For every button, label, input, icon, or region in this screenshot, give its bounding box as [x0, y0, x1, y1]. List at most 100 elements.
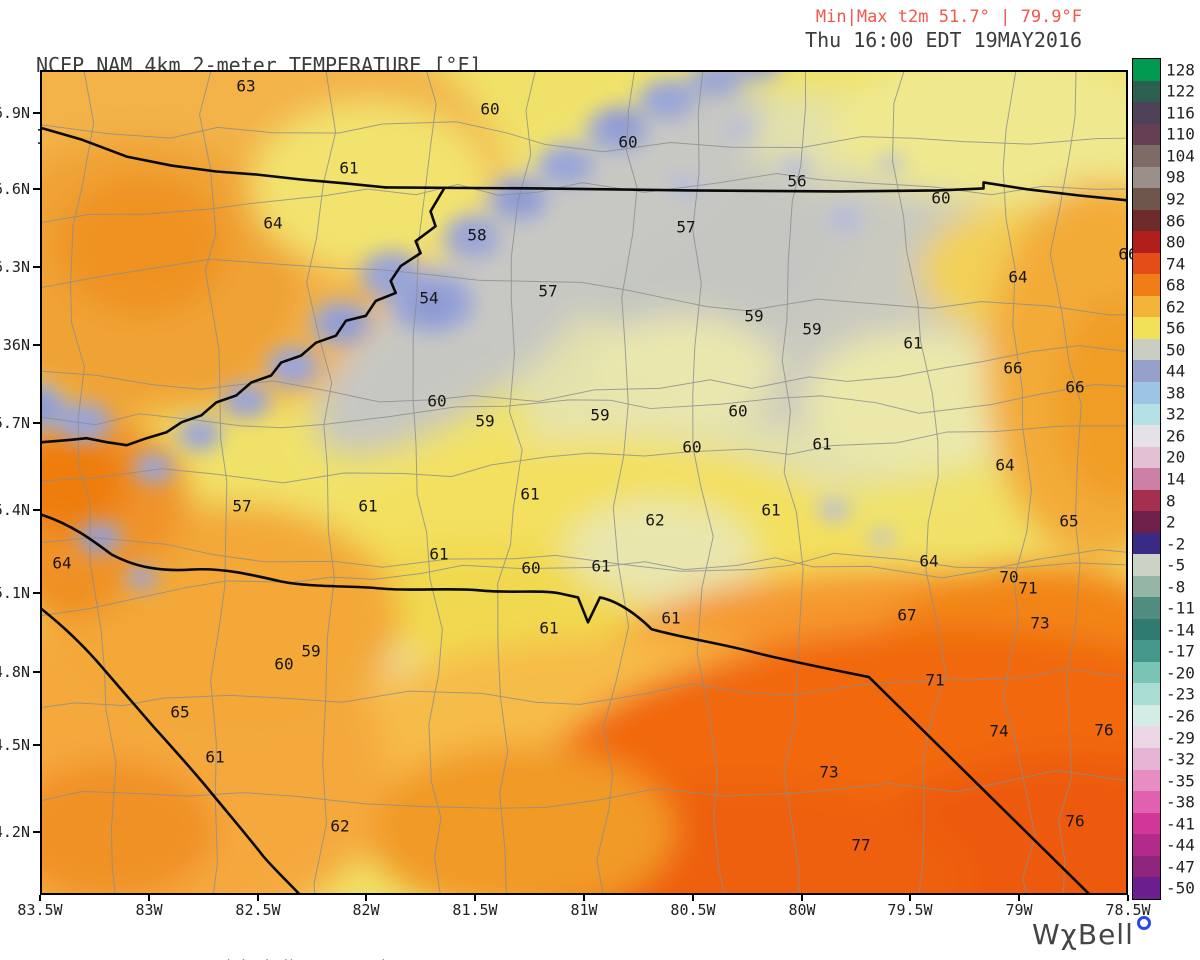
colorbar-cell — [1133, 252, 1160, 275]
station-temp: 61 — [661, 608, 681, 628]
longitude-tick — [148, 895, 150, 901]
longitude-label: 83.5W — [17, 901, 63, 919]
longitude-label: 83W — [135, 901, 163, 919]
degree-icon — [1136, 916, 1151, 930]
colorbar-cell — [1133, 80, 1160, 103]
station-temp: 66 — [1065, 377, 1085, 397]
wxbell-logo: WχBell — [1032, 916, 1151, 951]
county-line — [42, 537, 1126, 572]
county-line — [692, 72, 725, 893]
colorbar-value: 122 — [1166, 81, 1195, 101]
county-line — [42, 769, 1126, 809]
station-temp: 60 — [521, 558, 541, 578]
station-temp: 58 — [467, 225, 487, 245]
colorbar-cell — [1133, 209, 1160, 232]
station-temp: 71 — [1018, 578, 1038, 598]
longitude-tick — [1018, 895, 1020, 901]
colorbar-cell — [1133, 468, 1160, 490]
county-line — [42, 258, 1126, 316]
footer-caption: 2-meter temperature (shaded) -- Snapshot… — [36, 921, 764, 960]
station-temp: 61 — [539, 618, 559, 638]
longitude-label: 78.5W — [1105, 901, 1151, 919]
colorbar-value: -38 — [1166, 792, 1195, 812]
station-temp: 61 — [761, 500, 781, 520]
longitude-tick — [1127, 895, 1129, 901]
colorbar-cell — [1133, 489, 1160, 512]
colorbar-value: 56 — [1166, 318, 1186, 338]
colorbar-cell — [1133, 295, 1160, 318]
latitude-label: 36.6N — [0, 180, 30, 198]
county-line — [199, 72, 228, 893]
colorbar-cell — [1133, 597, 1160, 619]
station-temp: 61 — [205, 747, 225, 767]
station-temp: 63 — [236, 76, 256, 96]
colorbar-value: -17 — [1166, 641, 1195, 661]
colorbar-value: 62 — [1166, 297, 1186, 317]
colorbar-value: -32 — [1166, 749, 1195, 769]
colorbar-cell — [1133, 166, 1160, 189]
colorbar-value: 110 — [1166, 124, 1195, 144]
station-temp: 62 — [645, 510, 665, 530]
colorbar-cell — [1133, 618, 1160, 641]
colorbar-cells — [1132, 58, 1161, 900]
colorbar-cell — [1133, 145, 1160, 167]
longitude-label: 82.5W — [235, 901, 281, 919]
station-temp: 71 — [925, 670, 945, 690]
county-line — [42, 425, 1126, 484]
station-temp: 60 — [682, 437, 702, 457]
county-line — [412, 72, 443, 893]
longitude-tick — [257, 895, 259, 901]
minmax-readout: Min|Max t2m 51.7° | 79.9°F — [815, 7, 1082, 27]
colorbar-value: -29 — [1166, 728, 1195, 747]
colorbar-value: -41 — [1166, 814, 1195, 834]
colorbar-cell — [1133, 812, 1160, 835]
colorbar-cell — [1133, 360, 1160, 382]
colorbar-value: -23 — [1166, 684, 1195, 704]
colorbar-value: -2 — [1166, 534, 1186, 554]
longitude-tick — [801, 895, 803, 901]
colorbar-cell — [1133, 381, 1160, 404]
latitude-tick — [33, 831, 40, 833]
footer-line1: 2-meter temperature (shaded) -- Snapshot — [36, 957, 764, 960]
county-line — [1002, 72, 1036, 893]
county-line — [42, 548, 1126, 616]
county-line — [306, 72, 337, 893]
colorbar-cell — [1133, 791, 1160, 813]
station-temp: 61 — [520, 484, 540, 504]
colorbar-value: -11 — [1166, 598, 1195, 618]
colorbar-cell — [1133, 338, 1160, 361]
colorbar-cell — [1133, 511, 1160, 533]
colorbar-cell — [1133, 877, 1160, 899]
colorbar-value: -20 — [1166, 663, 1195, 683]
colorbar-value: -50 — [1166, 878, 1195, 898]
longitude-tick — [909, 895, 911, 901]
wxbell-logo-text: WχBell — [1032, 918, 1134, 951]
colorbar-cell — [1133, 102, 1160, 124]
colorbar-value: -5 — [1166, 555, 1186, 575]
colorbar-cell — [1133, 123, 1160, 146]
longitude-tick — [39, 895, 41, 901]
longitude-tick — [692, 895, 694, 901]
station-temp: 59 — [475, 411, 495, 431]
state-borders — [42, 126, 1126, 893]
latitude-tick — [33, 744, 40, 746]
station-temp: 60 — [427, 391, 447, 411]
station-temp: 54 — [419, 288, 439, 308]
station-temp: 60 — [480, 99, 500, 119]
station-temp: 61 — [812, 434, 832, 454]
latitude-label: 36N — [2, 336, 30, 354]
colorbar-cell — [1133, 317, 1160, 339]
station-temp: 59 — [590, 405, 610, 425]
latitude-tick — [33, 344, 40, 346]
station-temp: 65 — [170, 702, 190, 722]
colorbar-value: -14 — [1166, 620, 1195, 640]
longitude-axis: 83.5W 83W 82.5W 82W 81.5W 81W 80.5W 80W 79.5W 79W… — [17, 895, 1151, 919]
station-temp: 64 — [263, 213, 283, 233]
latitude-label: 35.1N — [0, 584, 30, 602]
county-line — [596, 72, 638, 893]
colorbar-value: 44 — [1166, 361, 1186, 381]
longitude-label: 79.5W — [887, 901, 933, 919]
map-stations: 63 60 61 64 58 54 57 60 59 60 56 60 57 64 66 59 59 61 66 66… — [42, 72, 1137, 893]
colorbar-value: -8 — [1166, 577, 1186, 597]
